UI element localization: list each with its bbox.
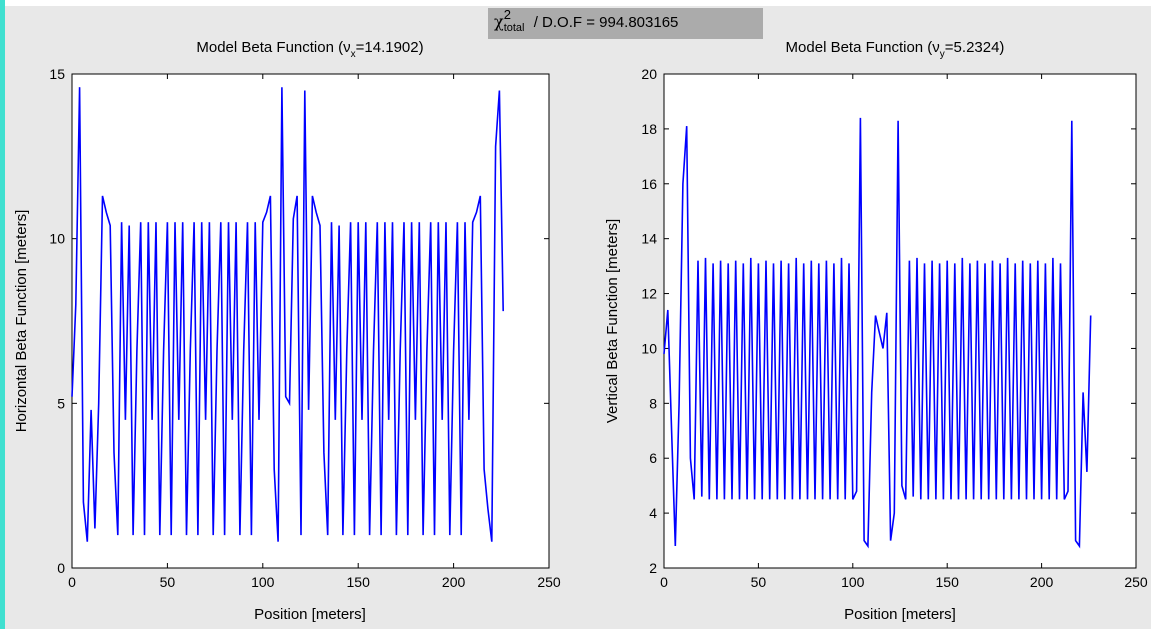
x-tick-label: 250: [537, 574, 561, 590]
x-tick-label: 150: [936, 574, 960, 590]
vertical-beta-chart: Model Beta Function (νy=5.2324) Position…: [604, 39, 1148, 623]
x-tick-label: 100: [251, 574, 275, 590]
y-tick-label: 10: [641, 340, 657, 356]
y-tick-label: 5: [57, 395, 65, 411]
vertical-ticks: 0 50 100 150 200 250 2 4 6 8 10 12 14 16 18 20: [641, 66, 1147, 590]
x-tick-label: 200: [442, 574, 466, 590]
chi-symbol: χ: [494, 12, 504, 31]
y-tick-label: 14: [641, 231, 657, 247]
y-axis-label-horizontal: Horizontal Beta Function [meters]: [13, 210, 30, 433]
y-axis-label-vertical: Vertical Beta Function [meters]: [604, 219, 621, 423]
left-border-strip: [0, 0, 5, 629]
y-tick-label: 2: [649, 560, 657, 576]
x-axis-label-vertical: Position [meters]: [844, 606, 956, 623]
chart-title-horizontal: Model Beta Function (νx=14.1902): [196, 39, 423, 60]
y-tick-label: 8: [649, 395, 657, 411]
x-tick-label: 50: [751, 574, 767, 590]
y-tick-label: 10: [49, 231, 65, 247]
chi-square-text: χ 2 total / D.O.F = 994.803165: [494, 7, 679, 34]
y-tick-label: 18: [641, 121, 657, 137]
chart-title-vertical: Model Beta Function (νy=5.2324): [786, 39, 1005, 60]
chi-square-banner: [488, 8, 763, 39]
y-tick-label: 12: [641, 286, 657, 302]
y-tick-label: 6: [649, 450, 657, 466]
series-line-horizontal: [71, 87, 504, 542]
x-tick-label: 150: [347, 574, 371, 590]
x-tick-label: 50: [160, 574, 176, 590]
y-tick-label: 0: [57, 560, 65, 576]
x-tick-label: 0: [660, 574, 668, 590]
x-tick-label: 0: [68, 574, 76, 590]
y-tick-label: 16: [641, 176, 657, 192]
y-tick-label: 20: [641, 66, 657, 82]
x-tick-label: 250: [1124, 574, 1148, 590]
series-line-vertical: [663, 117, 1092, 549]
chi-subscript: total: [503, 22, 525, 34]
top-strip: [0, 0, 1151, 6]
x-tick-label: 100: [841, 574, 865, 590]
chi-value: / D.O.F = 994.803165: [533, 14, 679, 31]
x-axis-label-horizontal: Position [meters]: [254, 606, 366, 623]
horizontal-beta-chart: Model Beta Function (νx=14.1902) Positio…: [13, 39, 561, 623]
y-tick-label: 15: [49, 66, 65, 82]
chi-superscript: 2: [503, 7, 511, 22]
x-tick-label: 200: [1030, 574, 1054, 590]
y-tick-label: 4: [649, 505, 657, 521]
horizontal-ticks: 0 50 100 150 200 250 0 5 10 15: [49, 66, 560, 590]
